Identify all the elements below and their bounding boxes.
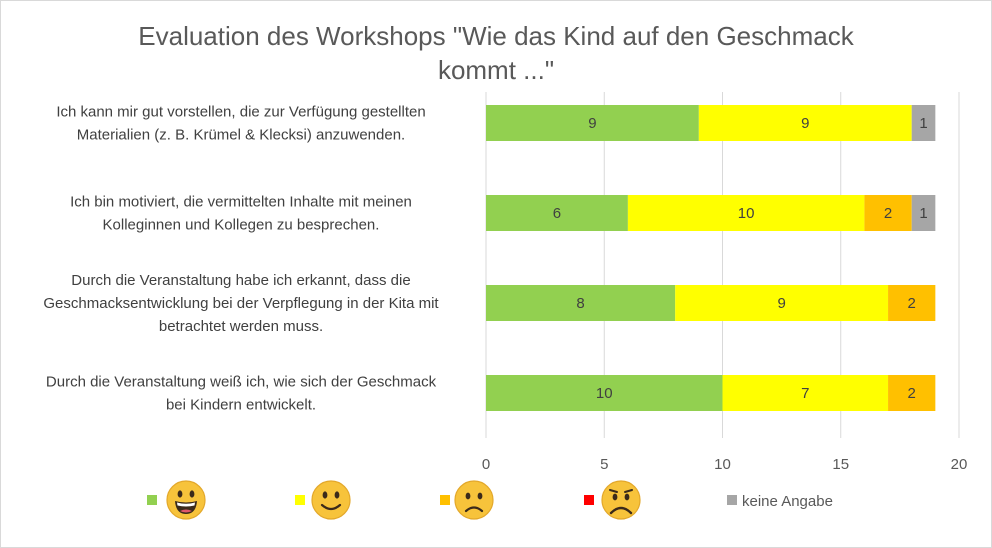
legend-swatch [147, 495, 157, 505]
legend-swatch [440, 495, 450, 505]
category-label: Durch die Veranstaltung habe ich erkannt… [71, 272, 410, 289]
chart-title-line: kommt ..." [438, 55, 554, 85]
category-label: Ich kann mir gut vorstellen, die zur Ver… [56, 104, 425, 121]
category-label: Geschmacksentwicklung bei der Verpflegun… [43, 295, 439, 312]
bar-segment [627, 195, 865, 231]
bar-segment [698, 105, 912, 141]
data-label: 2 [908, 295, 916, 312]
data-label: 8 [576, 295, 584, 312]
bar-segment [486, 195, 628, 231]
bar-segment [486, 375, 723, 411]
x-tick-label: 15 [832, 456, 849, 473]
data-label: 6 [553, 205, 561, 222]
x-tick-label: 10 [714, 456, 731, 473]
x-tick-label: 20 [951, 456, 968, 473]
legend-label: keine Angabe [742, 493, 833, 510]
sad-face-icon [601, 480, 641, 520]
data-label: 9 [588, 115, 596, 132]
category-labels: Ich kann mir gut vorstellen, die zur Ver… [43, 104, 439, 414]
bar-segment [486, 105, 699, 141]
category-label: bei Kindern entwickelt. [166, 397, 316, 414]
x-axis-ticks: 0 5 10 15 20 [482, 456, 968, 473]
category-label: betrachtet werden muss. [159, 318, 323, 335]
data-label: 1 [919, 205, 927, 222]
bar-segment [911, 105, 936, 141]
bar-segment [888, 375, 936, 411]
bar-segment [486, 285, 676, 321]
data-label: 1 [919, 115, 927, 132]
category-label: Ich bin motiviert, die vermittelten Inha… [70, 194, 412, 211]
x-tick-label: 5 [600, 456, 608, 473]
bar-segment [911, 195, 936, 231]
x-tick-label: 0 [482, 456, 490, 473]
category-label: Durch die Veranstaltung weiß ich, wie si… [46, 374, 437, 391]
very-happy-face-icon [166, 480, 206, 520]
category-label: Materialien (z. B. Krümel & Klecksi) anz… [77, 127, 405, 144]
legend-swatch [727, 495, 737, 505]
legend-swatch [584, 495, 594, 505]
bars: 9 9 1 6 10 2 1 8 9 2 10 7 2 [486, 105, 936, 411]
data-label: 2 [908, 385, 916, 402]
bar-segment [864, 195, 912, 231]
legend: keine Angabe [147, 480, 833, 520]
smiling-face-icon [311, 480, 351, 520]
chart-title: Evaluation des Workshops "Wie das Kind a… [138, 21, 854, 85]
data-label: 7 [801, 385, 809, 402]
bar-segment [722, 375, 889, 411]
frowning-face-icon [454, 480, 494, 520]
data-label: 9 [801, 115, 809, 132]
bar-segment [888, 285, 936, 321]
category-label: Kolleginnen und Kollegen zu besprechen. [103, 217, 380, 234]
data-label: 2 [884, 205, 892, 222]
data-label: 9 [777, 295, 785, 312]
data-label: 10 [596, 385, 613, 402]
bar-segment [675, 285, 889, 321]
chart-title-line: Evaluation des Workshops "Wie das Kind a… [138, 21, 854, 51]
data-label: 10 [738, 205, 755, 222]
legend-swatch [295, 495, 305, 505]
